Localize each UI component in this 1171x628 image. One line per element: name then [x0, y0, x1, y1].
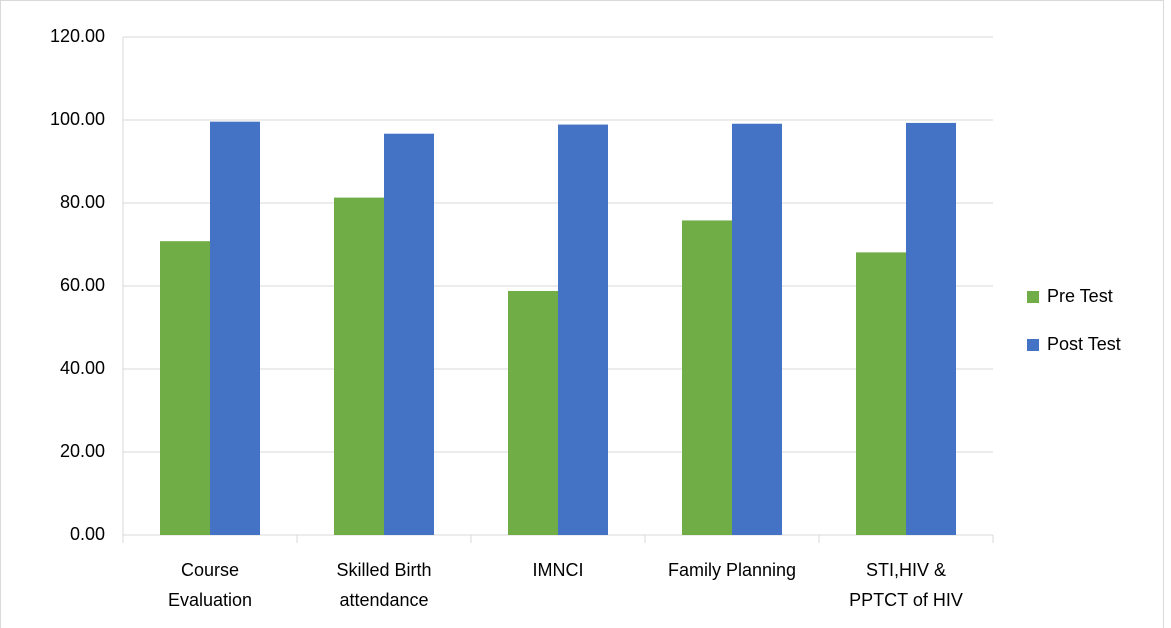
bar [856, 252, 906, 535]
x-tick-label: Family Planning [668, 560, 796, 580]
y-tick-label: 60.00 [60, 275, 105, 295]
bar [384, 133, 434, 535]
legend-label: Post Test [1047, 334, 1121, 354]
bar [732, 123, 782, 536]
bar [334, 197, 384, 536]
y-tick-label: 0.00 [70, 524, 105, 544]
bar [508, 290, 558, 535]
y-tick-label: 120.00 [50, 26, 105, 46]
bar [160, 241, 210, 535]
bar [906, 122, 956, 535]
bar [682, 220, 732, 535]
y-tick-label: 40.00 [60, 358, 105, 378]
bar [210, 121, 260, 535]
bar [558, 124, 608, 535]
x-tick-label: Evaluation [168, 590, 252, 610]
y-tick-label: 20.00 [60, 441, 105, 461]
x-tick-label: Skilled Birth [336, 560, 431, 580]
x-tick-label: PPTCT of HIV [849, 590, 963, 610]
y-tick-label: 100.00 [50, 109, 105, 129]
x-tick-label: attendance [339, 590, 428, 610]
y-tick-label: 80.00 [60, 192, 105, 212]
x-tick-label: STI,HIV & [866, 560, 946, 580]
legend-swatch [1027, 339, 1039, 351]
x-tick-label: Course [181, 560, 239, 580]
legend-label: Pre Test [1047, 286, 1113, 306]
x-tick-label: IMNCI [533, 560, 584, 580]
legend-swatch [1027, 291, 1039, 303]
